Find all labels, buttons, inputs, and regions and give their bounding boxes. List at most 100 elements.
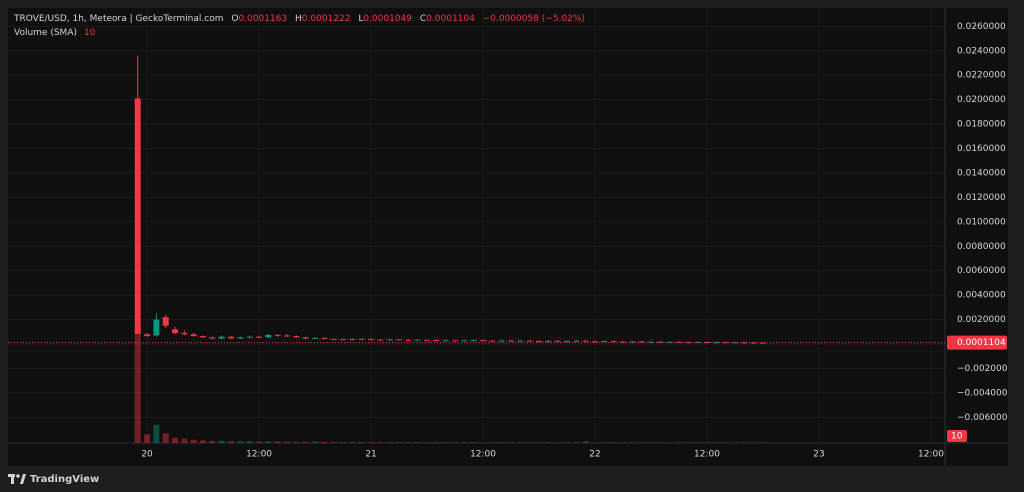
candle-body	[517, 340, 524, 342]
candle-body	[377, 339, 384, 341]
volume-bar	[452, 442, 459, 443]
volume-bar	[190, 439, 197, 443]
volume-bar	[638, 442, 645, 443]
candle-body	[536, 340, 543, 342]
candle-body	[760, 342, 767, 344]
volume-bar	[312, 441, 319, 443]
volume-bar	[508, 442, 515, 443]
volume-bar	[564, 442, 571, 443]
candle-body	[480, 340, 487, 342]
candle-body	[545, 340, 552, 342]
candle-body	[750, 342, 757, 344]
last-price-badge	[947, 335, 1007, 350]
volume-bar	[396, 442, 403, 443]
volume-bar	[470, 442, 477, 443]
candle-body	[489, 340, 496, 342]
candle-body	[153, 319, 160, 336]
y-tick-label: 0.0120000	[957, 193, 1006, 203]
y-tick-label: 0.0080000	[957, 242, 1006, 252]
candle-body	[610, 341, 617, 343]
volume-bar	[256, 441, 263, 443]
candle-body	[470, 340, 477, 342]
candle-body	[368, 339, 375, 341]
volume-bar	[405, 442, 412, 443]
candle-body	[508, 340, 515, 342]
y-tick-label: 0.0060000	[957, 266, 1006, 276]
candle-body	[330, 338, 337, 340]
candle-body	[237, 337, 244, 339]
candle-body	[657, 341, 664, 343]
candle-body	[396, 339, 403, 341]
volume-row: Volume (SMA) 10	[14, 26, 585, 40]
candle-body	[349, 338, 356, 340]
volume-bar	[386, 442, 393, 443]
y-tick-label: 0.0020000	[957, 315, 1006, 325]
volume-bar	[433, 442, 440, 443]
y-tick-label: −0.0060000	[957, 413, 1008, 423]
volume-bar	[498, 442, 505, 443]
candle-body	[638, 341, 645, 343]
volume-bar	[153, 424, 160, 443]
volume-bar	[592, 442, 599, 443]
candle-body	[601, 341, 608, 343]
candle-body	[246, 336, 253, 338]
candle-body	[620, 341, 627, 343]
x-tick-label: 12:00	[918, 450, 944, 460]
candle-body	[172, 329, 179, 334]
candle-body	[209, 337, 216, 339]
volume-bar	[610, 442, 617, 443]
candle-body	[433, 339, 440, 341]
candle-body	[228, 336, 235, 339]
candle-body	[293, 336, 300, 338]
last-price-label: 0.0001104	[957, 338, 1006, 348]
volume-badge	[947, 430, 967, 442]
volume-bar	[340, 442, 347, 443]
x-tick-label: 22	[589, 450, 600, 460]
ohlc-value: 0.0001163	[238, 14, 288, 24]
volume-bar	[265, 441, 272, 443]
y-tick-label: 0.0200000	[957, 95, 1006, 105]
ohlc-key: O	[231, 14, 239, 24]
ohlc-value: 0.0001049	[363, 14, 413, 24]
candle-body	[694, 341, 701, 343]
candle-body	[256, 336, 263, 338]
volume-bar	[517, 442, 524, 443]
ohlc-row: TROVE/USD, 1h, Meteora | GeckoTerminal.c…	[14, 12, 585, 26]
candle-body	[685, 342, 692, 344]
candle-body	[461, 340, 468, 342]
volume-name: Volume (SMA)	[14, 28, 77, 38]
volume-bar	[582, 441, 589, 443]
y-tick-label: 0.0040000	[957, 291, 1006, 301]
candle-body	[200, 336, 207, 338]
chart: 0.0260000 0.0240000 0.0220000 0.0200000 0.01…	[8, 8, 1013, 466]
candle-body	[629, 341, 636, 343]
candle-body	[676, 341, 683, 343]
volume-bar	[461, 442, 468, 443]
y-tick-label: 0.0260000	[957, 22, 1006, 32]
x-tick-label: 12:00	[470, 450, 496, 460]
candle-body	[582, 340, 589, 342]
volume-bar	[414, 442, 421, 443]
candle-body	[340, 339, 347, 341]
candle-body	[312, 337, 319, 339]
chart-panel: 0.0260000 0.0240000 0.0220000 0.0200000 0.01…	[8, 8, 1013, 466]
ohlc-key: L	[358, 14, 364, 24]
y-tick-label: 0.0220000	[957, 71, 1006, 81]
volume-sma: 10	[83, 28, 96, 38]
x-tick-label: 20	[141, 450, 153, 460]
volume-bar	[237, 441, 244, 443]
candle-body	[405, 339, 412, 341]
y-tick-label: 0.0140000	[957, 168, 1006, 178]
candle-body	[573, 340, 580, 342]
change: −0.0000058 (−5.02%)	[482, 14, 585, 24]
volume-bar	[760, 442, 767, 443]
candle-body	[218, 336, 225, 339]
logo	[8, 474, 26, 484]
volume-bar	[284, 441, 291, 443]
brand: TradingView	[30, 473, 100, 485]
volume-bar	[134, 335, 141, 443]
candle-body	[592, 341, 599, 343]
y-tick-label: 0.0100000	[957, 217, 1006, 227]
candle-body	[321, 337, 328, 339]
